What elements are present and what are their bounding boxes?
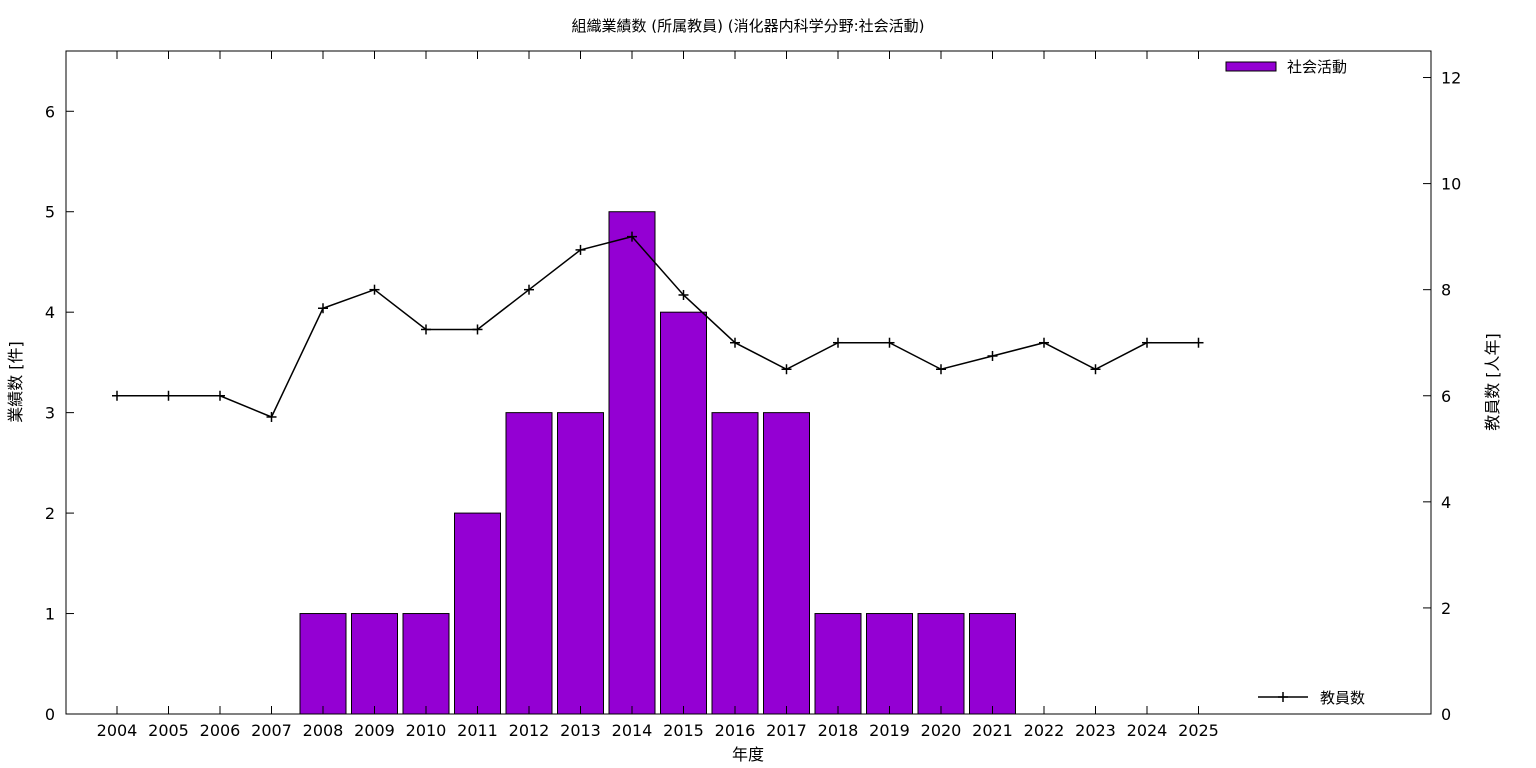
x-tick-label: 2015: [663, 721, 704, 740]
legend-bar-swatch: [1225, 61, 1277, 72]
x-tick-label: 2025: [1178, 721, 1219, 740]
bar: [763, 412, 810, 715]
x-tick-label: 2010: [406, 721, 447, 740]
y-tick-label: 3: [45, 404, 55, 423]
x-tick-label: 2016: [715, 721, 756, 740]
y-tick-label: 5: [45, 203, 55, 222]
x-tick-label: 2013: [560, 721, 601, 740]
bar: [402, 613, 450, 715]
x-tick-label: 2023: [1075, 721, 1116, 740]
x-tick-label: 2021: [972, 721, 1013, 740]
x-tick-label: 2014: [612, 721, 653, 740]
y2-tick-label: 10: [1441, 175, 1461, 194]
x-tick-label: 2022: [1024, 721, 1065, 740]
bar: [917, 613, 965, 715]
y-tick-label: 6: [45, 102, 55, 121]
y2-tick-label: 12: [1441, 69, 1461, 88]
legend-bar: 社会活動: [1225, 58, 1347, 76]
line-layer: [112, 231, 1204, 422]
x-tick-label: 2020: [921, 721, 962, 740]
x-tick-label: 2008: [303, 721, 344, 740]
bar: [351, 613, 398, 715]
x-tick-label: 2012: [509, 721, 550, 740]
bars-layer: [299, 211, 1016, 715]
bar: [814, 613, 862, 715]
y-tick-label: 4: [45, 303, 55, 322]
y-axis-label: 業績数 [件]: [6, 341, 25, 423]
x-tick-label: 2007: [251, 721, 292, 740]
y-tick-label: 2: [45, 504, 55, 523]
x-tick-label: 2018: [818, 721, 859, 740]
y-tick-label: 1: [45, 605, 55, 624]
line-series-path: [117, 235, 1199, 418]
y-tick-label: 0: [45, 705, 55, 724]
axes-layer: 2004 2005 2006 2007 2008 2009 2010 2011 2012 2013…: [45, 51, 1461, 740]
legend-line: 教員数: [1258, 689, 1365, 707]
bar: [505, 412, 553, 715]
x-tick-label: 2009: [354, 721, 395, 740]
bar: [866, 613, 913, 715]
y2-tick-label: 6: [1441, 387, 1451, 406]
x-tick-label: 2005: [148, 721, 189, 740]
x-tick-label: 2006: [200, 721, 241, 740]
bar: [454, 512, 501, 715]
y2-axis-label: 教員数 [人年]: [1483, 333, 1502, 431]
legend-bar-label: 社会活動: [1287, 58, 1347, 76]
x-tick-label: 2019: [869, 721, 910, 740]
x-tick-label: 2004: [97, 721, 138, 740]
bar: [608, 211, 656, 715]
bar: [969, 613, 1016, 715]
chart-title: 組織業績数 (所属教員) (消化器内科学分野:社会活動): [571, 17, 924, 35]
x-tick-label: 2017: [766, 721, 807, 740]
x-tick-label: 2011: [457, 721, 498, 740]
bar: [711, 412, 759, 715]
y2-tick-label: 0: [1441, 705, 1451, 724]
y2-tick-label: 4: [1441, 493, 1451, 512]
bar: [660, 311, 707, 715]
bar: [557, 412, 604, 715]
bar: [299, 613, 347, 715]
x-tick-label: 2024: [1127, 721, 1168, 740]
y2-tick-label: 2: [1441, 599, 1451, 618]
y2-tick-label: 8: [1441, 281, 1451, 300]
legend-line-label: 教員数: [1320, 689, 1365, 707]
x-axis-label: 年度: [732, 745, 764, 764]
